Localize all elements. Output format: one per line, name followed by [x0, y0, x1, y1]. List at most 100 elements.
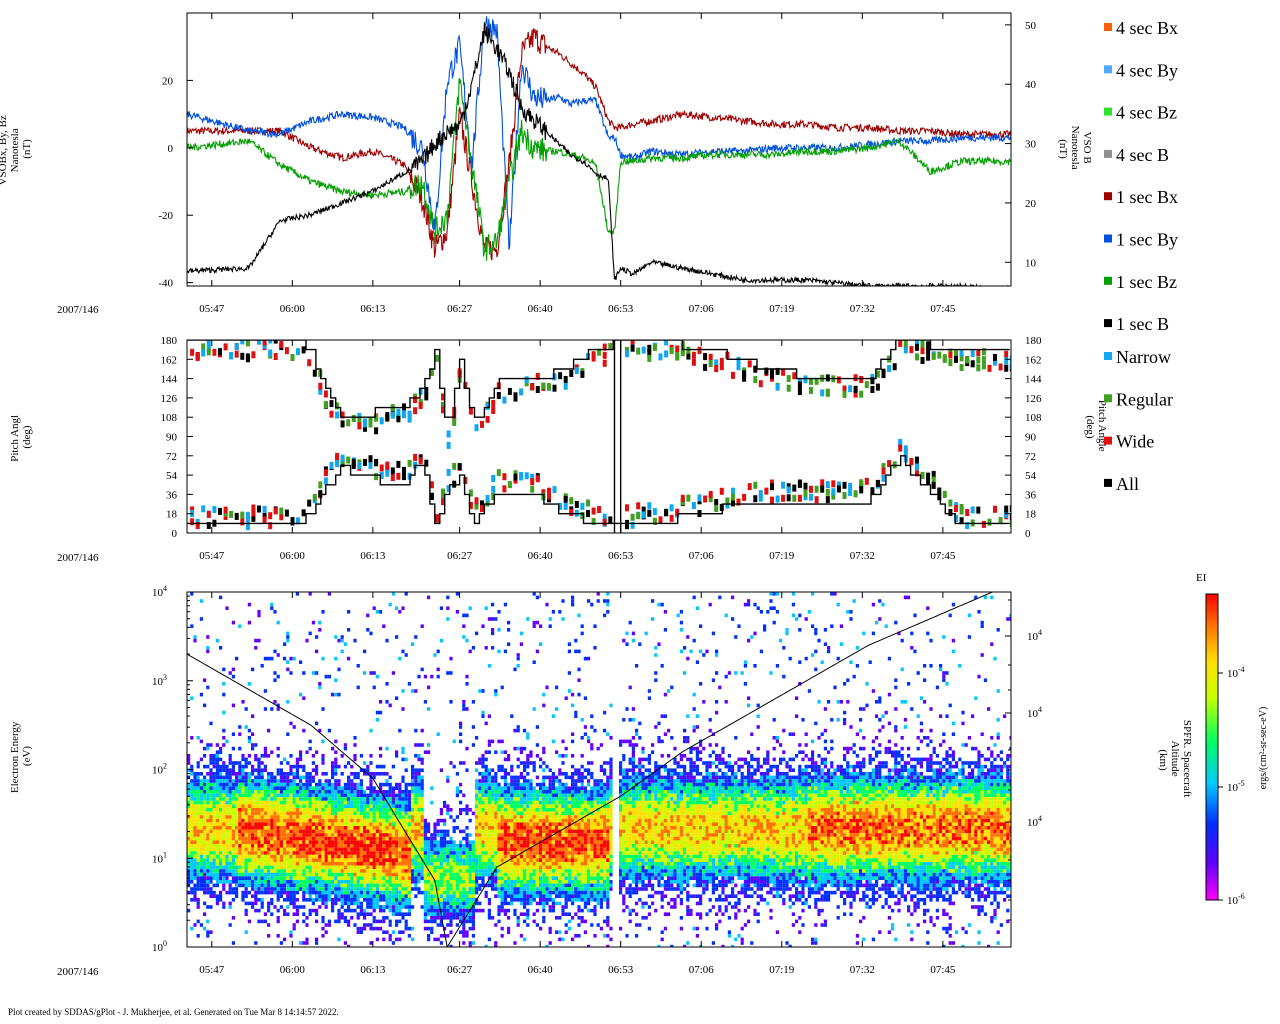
pitch-sample	[580, 370, 585, 378]
spectrogram-cell	[238, 833, 242, 837]
spectrogram-cell	[337, 872, 341, 877]
spectrogram-cell	[359, 840, 363, 844]
spectrogram-cell	[222, 804, 226, 808]
spectrogram-cell	[212, 779, 216, 783]
spectrogram-cell	[315, 818, 319, 823]
spectrogram-cell	[404, 851, 408, 855]
spectrogram-cell	[487, 815, 491, 819]
spectrogram-cell	[315, 800, 319, 805]
spectrogram-cell	[443, 829, 447, 834]
pitch-sample	[368, 420, 373, 428]
pitch-xtick-label: 06:27	[447, 550, 473, 562]
spectrogram-cell	[321, 934, 325, 938]
spectrogram-cell	[283, 811, 287, 816]
spectrogram-cell	[292, 826, 296, 830]
pitch-sample	[703, 363, 708, 371]
spectrogram-cell	[199, 757, 203, 762]
spectrogram-cell	[308, 822, 312, 826]
spectrogram-cell	[510, 714, 514, 718]
spectrogram-cell	[519, 844, 523, 848]
spectrogram-cell	[318, 858, 322, 862]
pitch-sample	[898, 444, 903, 452]
spectrogram-cell	[363, 923, 367, 927]
spectrogram-cell	[235, 880, 239, 884]
spectrogram-cell	[462, 624, 466, 628]
spectrogram-cell	[286, 876, 290, 880]
spectrogram-cell	[475, 815, 479, 819]
spectrogram-cell	[459, 919, 463, 924]
spectrogram-cell	[411, 905, 415, 909]
spectrogram-cell	[462, 941, 466, 945]
spectrogram-cell	[270, 656, 274, 661]
spectrogram-cell	[484, 793, 488, 798]
spectrogram-cell	[404, 872, 408, 877]
spectrogram-cell	[292, 926, 296, 931]
spectrogram-cell	[286, 808, 290, 812]
spectrogram-cell	[363, 912, 367, 916]
spectrogram-cell	[379, 926, 383, 931]
spectrogram-cell	[401, 869, 405, 873]
spectrogram-cell	[385, 883, 389, 888]
spectrogram-cell	[500, 808, 504, 812]
spectrogram-cell	[391, 912, 395, 916]
spectrogram-cell	[423, 826, 427, 830]
spectrogram-cell	[331, 772, 335, 776]
spectrogram-cell	[491, 808, 495, 812]
spectrogram-cell	[417, 743, 421, 747]
spectrogram-cell	[385, 833, 389, 837]
spectrogram-cell	[407, 800, 411, 805]
spectrogram-cell	[395, 754, 399, 758]
spectrogram-cell	[427, 901, 431, 906]
spectrogram-cell	[465, 919, 469, 924]
spectrogram-cell	[363, 826, 367, 830]
pitch-sample	[273, 340, 278, 344]
pitch-sample	[664, 350, 669, 358]
spectrogram-cell	[462, 916, 466, 920]
spectrogram-cell	[321, 840, 325, 844]
spectrogram-cell	[350, 844, 354, 848]
pitch-sample	[948, 509, 953, 516]
spectrogram-cell	[366, 808, 370, 812]
spectrogram-cell	[356, 854, 360, 859]
pitch-sample	[407, 459, 412, 467]
pitch-sample	[602, 343, 607, 351]
spectrogram-cell	[331, 908, 335, 913]
spectrogram-cell	[206, 811, 210, 816]
spectrogram-cell	[353, 844, 357, 848]
spectrogram-cell	[238, 761, 242, 765]
spectrogram-cell	[321, 844, 325, 848]
pitch-sample	[335, 402, 340, 410]
spectrogram-cell	[443, 833, 447, 837]
spectrogram-cell	[478, 887, 482, 891]
spectrogram-cell	[228, 851, 232, 855]
spectrogram-cell	[187, 854, 191, 859]
spectrogram-cell	[241, 822, 245, 826]
spectrogram-cell	[347, 779, 351, 783]
spectrogram-cell	[212, 790, 216, 794]
spectrogram-cell	[395, 782, 399, 787]
spectrogram-cell	[353, 826, 357, 830]
spectrogram-cell	[203, 901, 207, 906]
bfield-left-axis-label: VSOBx, By, Bz Nanotesla (nT)	[0, 113, 33, 186]
spectrogram-cell	[379, 700, 383, 704]
pitch-sample	[597, 506, 602, 513]
spectrogram-cell	[343, 743, 347, 747]
spectrogram-cell	[231, 811, 235, 816]
spectrogram-cell	[206, 743, 210, 747]
spectrogram-cell	[196, 804, 200, 808]
spectrogram-cell	[481, 826, 485, 830]
spectrogram-cell	[436, 869, 440, 873]
spectrogram-cell	[187, 833, 191, 837]
spectrogram-cell	[225, 775, 229, 780]
spectrogram-cell	[209, 822, 213, 826]
pitch-sample	[959, 354, 964, 362]
spectrogram-cell	[219, 797, 223, 801]
spectrogram-cell	[465, 869, 469, 873]
spectrogram-cell	[507, 847, 511, 852]
spectrogram-cell	[420, 728, 424, 733]
spectrogram-cell	[372, 916, 376, 920]
spectrogram-cell	[516, 847, 520, 852]
spectrogram-cell	[404, 768, 408, 772]
pitch-sample	[485, 402, 490, 410]
spectrogram-cell	[433, 883, 437, 888]
